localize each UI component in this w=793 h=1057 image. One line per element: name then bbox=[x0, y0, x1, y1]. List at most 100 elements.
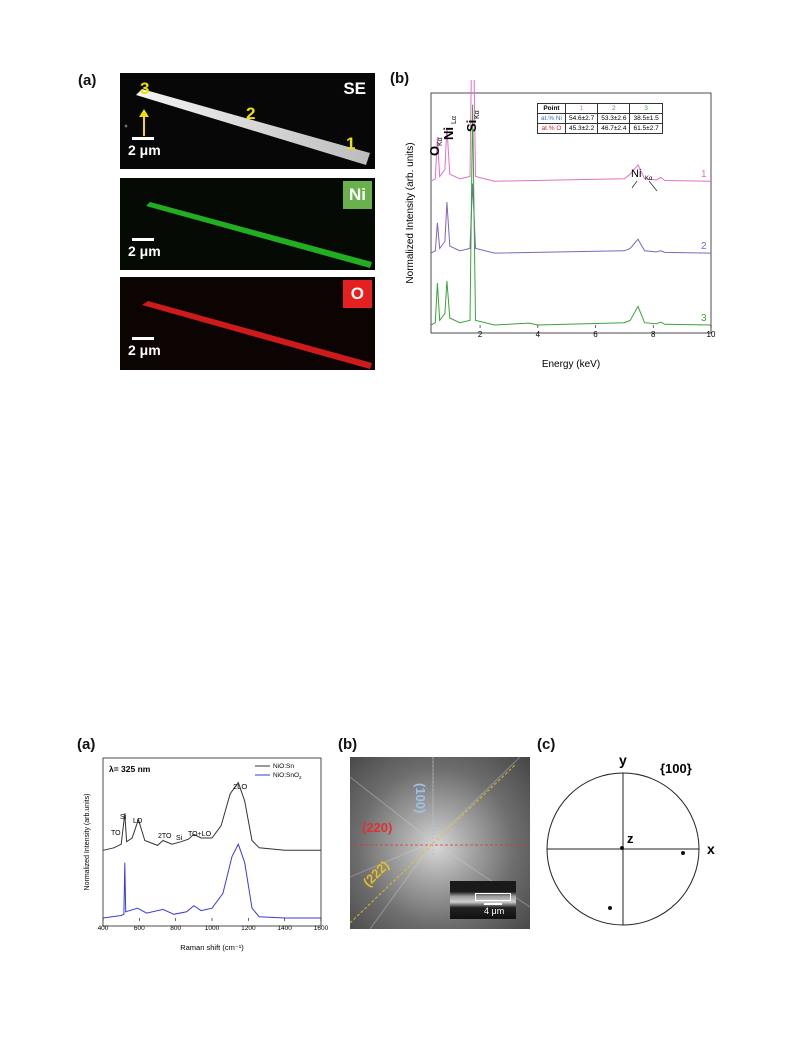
table-cell: at.% Ni bbox=[537, 113, 566, 124]
legend-nio-sno2: NiO:SnO2 bbox=[273, 772, 302, 780]
series-line-1 bbox=[102, 781, 321, 851]
raman-legend: NiO:Sn NiO:SnO2 bbox=[255, 763, 302, 780]
table-header: 1 bbox=[564, 103, 599, 114]
o-ka-label: O Kα bbox=[427, 137, 444, 156]
table-header: 3 bbox=[629, 103, 663, 114]
series-label-2: 2 bbox=[701, 241, 707, 252]
fig1-panel-b-label: (b) bbox=[390, 70, 410, 87]
table-row: at.% O 45.3±2.2 46.7±2.4 61.5±2.7 bbox=[537, 123, 663, 134]
raman-chart: 400 600 800 1000 1200 1400 1600 Raman shift (c… bbox=[84, 757, 329, 952]
x-tick-label: 1200 bbox=[241, 925, 256, 932]
peak-2lo: 2LO bbox=[233, 782, 247, 791]
svg-text:Si: Si bbox=[464, 120, 479, 132]
fft-overlay bbox=[350, 757, 530, 929]
series-label-1: 1 bbox=[701, 169, 707, 180]
x-tick-label: 4 bbox=[536, 330, 541, 339]
wavelength-label: λ= 325 nm bbox=[109, 764, 151, 774]
fig2-panel-c-label: (c) bbox=[537, 736, 556, 753]
x-tick-label: 600 bbox=[134, 925, 145, 932]
edx-plot-frame bbox=[430, 92, 712, 334]
pole-point bbox=[620, 846, 624, 850]
fig2-panel-b-label: (b) bbox=[338, 736, 358, 753]
o-tag: O bbox=[342, 280, 372, 308]
pole-point bbox=[681, 851, 685, 855]
dir-220-label: (220) bbox=[362, 820, 393, 835]
ni-tag: Ni bbox=[343, 181, 372, 209]
svg-text:Ni: Ni bbox=[441, 127, 456, 140]
x-tick-label: 1000 bbox=[205, 925, 220, 932]
table-header: Point bbox=[537, 103, 566, 114]
table-cell: at.% O bbox=[537, 123, 566, 134]
edx-y-label: Normalized Intensity (arb. units) bbox=[405, 142, 416, 283]
inset-selection-box bbox=[475, 893, 511, 901]
x-tick-label: 8 bbox=[651, 330, 656, 339]
peak-lo: LO bbox=[133, 818, 143, 825]
dir-100-label: (100) bbox=[413, 783, 428, 814]
table-cell: 53.3±2.6 bbox=[597, 113, 631, 124]
svg-text:Kα: Kα bbox=[474, 110, 481, 119]
table-cell: 54.6±2.7 bbox=[564, 113, 599, 124]
svg-text:Lα: Lα bbox=[451, 116, 458, 124]
svg-text:Ni: Ni bbox=[631, 168, 641, 180]
stereographic-projection: y x z {100} bbox=[546, 752, 715, 926]
peak-to-lo: TO+LO bbox=[188, 831, 212, 838]
peak-si-2: Si bbox=[176, 835, 183, 842]
svg-text:Kα: Kα bbox=[645, 176, 653, 182]
x-tick-label: 10 bbox=[707, 330, 716, 339]
table-cell: 46.7±2.4 bbox=[597, 123, 631, 134]
peak-2to: 2TO bbox=[158, 833, 172, 840]
x-tick-label: 2 bbox=[478, 330, 483, 339]
ni-map: Ni 2 μm bbox=[120, 178, 375, 270]
marker-1: 1 bbox=[346, 134, 356, 153]
ni-wire bbox=[146, 202, 372, 268]
raman-y-label: Normalized Intensity (arb.units) bbox=[84, 794, 91, 891]
marker-3: 3 bbox=[140, 79, 150, 98]
marker-2: 2 bbox=[246, 104, 256, 123]
axis-y-label: y bbox=[619, 752, 627, 768]
fft-pattern-image: (220) (100) (222) 4 μm bbox=[350, 757, 530, 929]
series-line-3 bbox=[430, 104, 712, 326]
inset-image: 4 μm bbox=[450, 881, 516, 919]
pole-point bbox=[608, 906, 612, 910]
se-scale-bar: 2 μm bbox=[128, 137, 161, 158]
x-tick-label: 1600 bbox=[314, 925, 329, 932]
series-line-1 bbox=[430, 80, 712, 182]
se-tag: SE bbox=[343, 79, 366, 98]
legend-nio-sn: NiO:Sn bbox=[273, 763, 294, 770]
svg-text:Kα: Kα bbox=[437, 137, 444, 146]
series-line-2 bbox=[430, 183, 712, 254]
ni-scale-bar: 2 μm bbox=[128, 238, 161, 259]
raman-x-label: Raman shift (cm⁻¹) bbox=[180, 943, 244, 952]
series-line-2 bbox=[102, 842, 321, 919]
o-map: O 2 μm bbox=[120, 277, 375, 370]
inset-scale-bar: 4 μm bbox=[484, 903, 504, 916]
table-cell: 61.5±2.7 bbox=[629, 123, 663, 134]
x-tick-label: 800 bbox=[170, 925, 181, 932]
fig1-panel-a-label: (a) bbox=[78, 72, 97, 89]
nanowire-se bbox=[124, 89, 370, 165]
table-row: at.% Ni 54.6±2.7 53.3±2.6 38.5±1.5 bbox=[537, 113, 663, 124]
x-tick-label: 6 bbox=[593, 330, 598, 339]
o-wire bbox=[142, 301, 372, 369]
yellow-arrow-icon bbox=[139, 109, 149, 136]
raman-plot-frame bbox=[102, 757, 322, 927]
se-image: SE 3 2 1 2 μm bbox=[120, 73, 375, 169]
table-cell: 38.5±1.5 bbox=[629, 113, 663, 124]
peak-to: TO bbox=[111, 830, 121, 837]
composition-table: Point 1 2 3 at.% Ni 54.6±2.7 53.3±2.6 38… bbox=[537, 103, 663, 134]
table-header: 2 bbox=[597, 103, 631, 114]
pole-figure-title: {100} bbox=[660, 761, 692, 776]
x-tick-label: 1400 bbox=[277, 925, 292, 932]
ni-ka-label: Ni Kα bbox=[631, 168, 658, 192]
axis-z-label: z bbox=[627, 831, 634, 846]
series-label-3: 3 bbox=[701, 313, 707, 324]
peak-si: Si bbox=[120, 814, 127, 821]
fig2-panel-a-label: (a) bbox=[77, 736, 96, 753]
edx-x-label: Energy (keV) bbox=[542, 359, 600, 370]
table-cell: 45.3±2.2 bbox=[564, 123, 599, 134]
axis-x-label: x bbox=[707, 841, 715, 857]
edx-chart: 2 4 6 8 10 Energy (keV) Normalized Intensity… bbox=[405, 80, 716, 370]
ni-la-label: Ni Lα bbox=[441, 116, 458, 140]
svg-text:O: O bbox=[427, 146, 442, 156]
x-tick-label: 400 bbox=[98, 925, 109, 932]
